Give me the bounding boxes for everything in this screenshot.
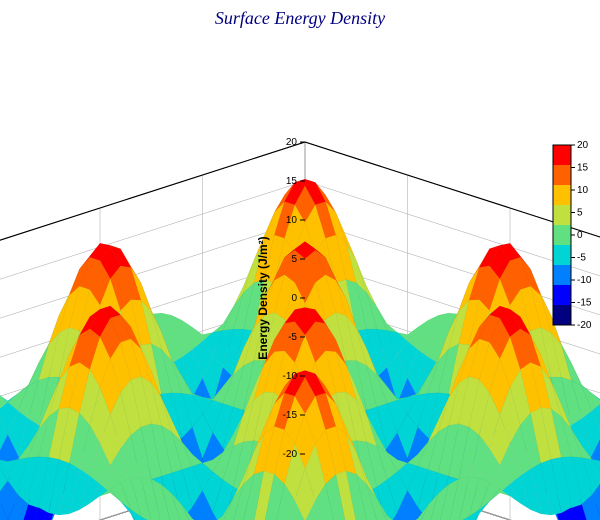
svg-text:-5: -5 — [577, 253, 586, 264]
svg-text:15: 15 — [577, 163, 589, 174]
svg-text:20: 20 — [286, 137, 298, 148]
svg-text:-15: -15 — [577, 298, 592, 309]
svg-text:10: 10 — [286, 215, 298, 226]
svg-text:15: 15 — [286, 176, 298, 187]
chart-container: Surface Energy Density -10-50510-10-5051… — [0, 0, 600, 520]
svg-text:10: 10 — [577, 185, 589, 196]
svg-text:0: 0 — [291, 293, 297, 304]
svg-text:-10: -10 — [283, 371, 298, 382]
svg-text:-10: -10 — [577, 275, 592, 286]
svg-text:-15: -15 — [283, 410, 298, 421]
z-axis-label: Energy Density (J/m²) — [256, 236, 270, 359]
surface-plot-svg: -10-50510-10-50510-20-15-10-505101520X (… — [0, 0, 600, 520]
svg-text:-5: -5 — [288, 332, 297, 343]
svg-text:-20: -20 — [577, 320, 592, 331]
svg-text:-20: -20 — [283, 449, 298, 460]
svg-text:20: 20 — [577, 140, 589, 151]
svg-text:5: 5 — [291, 254, 297, 265]
svg-text:0: 0 — [577, 230, 583, 241]
svg-text:5: 5 — [577, 208, 583, 219]
